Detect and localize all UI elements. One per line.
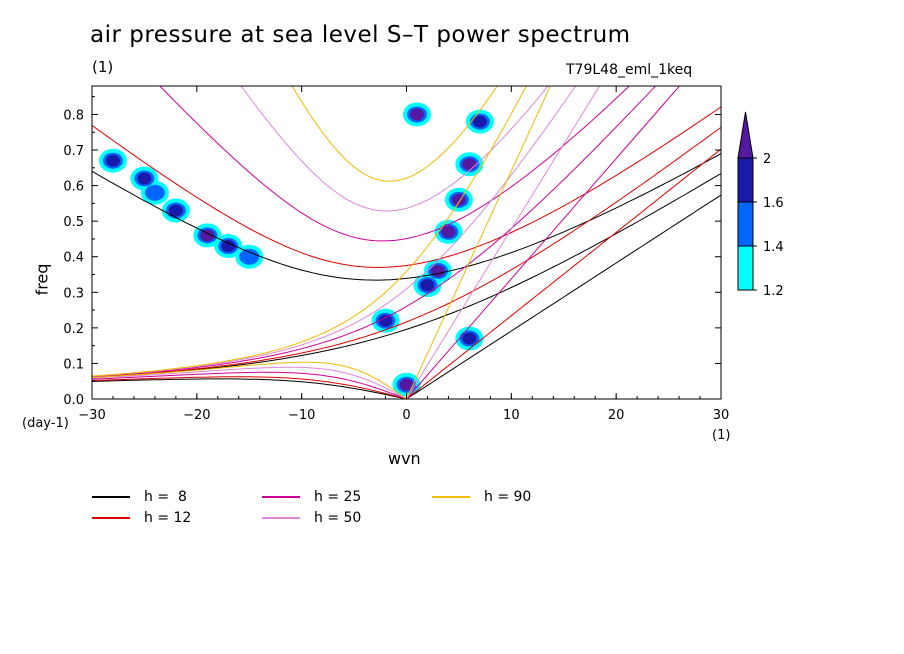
axis-ticks: −30 −20 −10 0 10 20 30 0.0 0.1 0.2 0.3 0.4 0.5 0.6 0.7… [63, 86, 729, 423]
y-tick-label: 0.8 [63, 108, 84, 123]
dispersion-curve [92, 86, 577, 377]
dispersion-curve [92, 106, 721, 268]
contour-core [462, 158, 477, 171]
legend-item: h = 25 [262, 489, 361, 505]
chart-subtitle-left: (1) [92, 58, 114, 76]
y-tick-label: 0.2 [63, 322, 84, 337]
dispersion-curve [159, 86, 630, 242]
dispersion-curve [406, 86, 601, 399]
contour-core [409, 108, 424, 121]
dispersion-curve [92, 378, 409, 399]
contour-core [430, 264, 445, 277]
colorbar-segment [737, 201, 754, 247]
dispersion-curve [92, 153, 721, 281]
legend-item: h = 50 [262, 510, 361, 526]
x-tick-label: −30 [78, 408, 105, 423]
legend-swatch [432, 496, 470, 498]
contour-core [420, 279, 435, 292]
legend-label: h = 25 [314, 489, 362, 505]
x-axis-unit-left: (day-1) [22, 416, 69, 431]
y-tick-label: 0.7 [63, 144, 84, 159]
dispersion-curve [92, 86, 657, 378]
contour-core [137, 172, 152, 185]
contour-core [147, 186, 162, 199]
legend-swatch [92, 517, 130, 519]
legend-label: h = 90 [484, 489, 532, 505]
contour-core [472, 115, 487, 128]
y-tick-label: 0.3 [63, 286, 84, 301]
legend-swatch [262, 496, 300, 498]
contour-core [200, 229, 215, 242]
x-tick-label: 30 [713, 408, 730, 423]
legend-item: h = 90 [432, 489, 531, 505]
dispersion-curve [92, 361, 408, 399]
contour-core [399, 378, 414, 391]
contour-core [451, 193, 466, 206]
dispersion-curve [406, 194, 721, 399]
dispersion-curves [92, 86, 721, 399]
dispersion-curve [92, 371, 408, 399]
legend-label: h = 12 [144, 510, 192, 526]
y-tick-label: 0.0 [63, 393, 84, 408]
colorbar-segment [737, 245, 754, 291]
dispersion-curve [406, 86, 551, 399]
contour-core [168, 204, 183, 217]
dispersion-curve [92, 126, 721, 378]
chart-subtitle-right: T79L48_eml_1keq [566, 62, 693, 78]
y-tick-label: 0.5 [63, 215, 84, 230]
dispersion-curve [92, 376, 409, 399]
colorbar-label: 1.6 [763, 196, 784, 211]
contour-core [441, 225, 456, 238]
chart-title: air pressure at sea level S–T power spec… [90, 22, 631, 48]
dispersion-curve [92, 86, 528, 377]
y-tick-label: 0.6 [63, 180, 84, 195]
x-axis-unit-right: (1) [712, 428, 731, 443]
x-axis-label: wvn [388, 449, 421, 468]
x-tick-label: −10 [288, 408, 315, 423]
contour-core [462, 332, 477, 345]
dispersion-curve [92, 366, 408, 399]
legend-item: h = 12 [92, 510, 191, 526]
legend-label: h = 50 [314, 510, 362, 526]
legend-swatch [262, 517, 300, 519]
contour-layer [98, 102, 494, 397]
x-tick-label: −20 [183, 408, 210, 423]
legend-label: h = 8 [144, 489, 187, 505]
colorbar-label: 1.2 [763, 284, 784, 299]
dispersion-curve [406, 148, 721, 399]
plot-frame [91, 85, 722, 400]
y-tick-label: 0.4 [63, 251, 84, 266]
dispersion-curve [291, 86, 498, 182]
contour-core [105, 154, 120, 167]
x-tick-label: 10 [503, 408, 520, 423]
y-tick-label: 0.1 [63, 357, 84, 372]
x-tick-label: 0 [402, 408, 410, 423]
contour-core [378, 314, 393, 327]
colorbar-label: 1.4 [763, 240, 784, 255]
dispersion-curve [240, 86, 549, 212]
legend-item: h = 8 [92, 489, 187, 505]
colorbar: 2 1.6 1.4 1.2 [737, 111, 784, 299]
colorbar-segment [737, 157, 754, 203]
legend-swatch [92, 496, 130, 498]
contour-core [221, 240, 236, 253]
colorbar-label: 2 [763, 152, 771, 167]
dispersion-curve [406, 86, 681, 399]
x-tick-label: 20 [608, 408, 625, 423]
colorbar-triangle [737, 111, 754, 159]
